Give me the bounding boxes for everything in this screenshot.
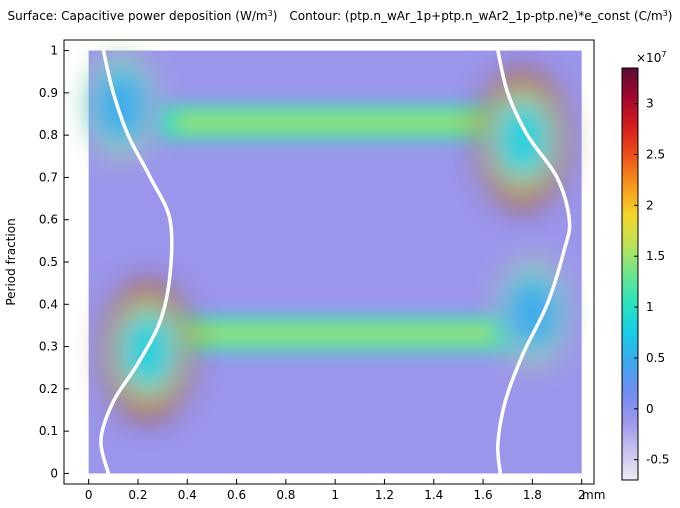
y-tick-label: 0.1 [39,424,58,438]
x-tick-label: 1 [331,488,339,502]
contour-title-suffix: ) [668,9,673,23]
colorbar-ticks: -0.5 0 0.5 1 1.5 2 2.5 3 [634,97,669,467]
x-tick-label: 0.2 [128,488,147,502]
bulk-band-core-0 [174,325,496,343]
contour-1 [495,48,572,476]
y-tick-label: 0.5 [39,255,58,269]
surface-plot [86,50,582,474]
x-axis: 0 0.2 0.4 0.6 0.8 1 1.2 1.4 1.6 1.8 2 [85,479,586,502]
bulk-band-core-1 [174,114,496,131]
colorbar-tick-label: 0 [646,402,654,416]
colorbar-multiplier-exponent: 7 [661,50,666,59]
surface-title-suffix: ) [273,9,278,23]
contour-title: Contour: (ptp.n_wAr_1p+ptp.n_wAr2_1p-ptp… [289,9,662,23]
plot-area: 0 0.2 0.4 0.6 0.8 1 1.2 1.4 1.6 1.8 2 0 0.1 0.2 0.3 0.… [4,39,605,502]
x-tick-label: 1.4 [424,488,443,502]
y-tick-label: 0.6 [39,213,58,227]
y-tick-label: 1 [50,44,58,58]
colorbar-tick-label: 1.5 [646,249,665,263]
contour-0 [99,48,174,476]
colorbar-tick-label: -0.5 [646,453,669,467]
y-tick-label: 0.8 [39,128,58,142]
y-tick-label: 0.7 [39,170,58,184]
x-tick-label: 2 [578,488,586,502]
x-tick-label: 0 [85,488,93,502]
contour-title-exponent: 3 [663,9,668,18]
colorbar-gradient [621,67,639,481]
contour-lines [99,48,572,476]
surface-title-exponent: 3 [268,9,273,18]
colorbar-multiplier-base: ×10 [636,51,661,65]
y-tick-label: 0.4 [39,297,58,311]
hotspot-0 [103,282,192,420]
x-tick-label: 0.6 [227,488,246,502]
hotspot-1 [478,70,567,208]
colorbar-multiplier: ×107 [636,50,666,65]
x-tick-label: 0.8 [276,488,295,502]
y-tick-label: 0 [50,466,58,480]
colorbar-tick-label: 1 [646,300,654,314]
y-axis-label: Period fraction [4,218,18,305]
surface-title: Surface: Capacitive power deposition (W/… [8,9,268,23]
y-axis: 0 0.1 0.2 0.3 0.4 0.5 0.6 0.7 0.8 0.9 1 [39,44,69,480]
colorbar-tick-label: 2 [646,198,654,212]
x-tick-label: 1.2 [375,488,394,502]
x-axis-unit: mm [582,488,605,502]
y-tick-label: 0.3 [39,340,58,354]
hotspot-3 [498,262,567,364]
x-tick-label: 0.4 [178,488,197,502]
y-tick-label: 0.2 [39,382,58,396]
colorbar: ×107 -0.5 0 0.5 1 1.5 2 2.5 3 [621,50,669,481]
colorbar-tick-label: 0.5 [646,351,665,365]
colorbar-tick-label: 2.5 [646,147,665,161]
hotspot-2 [86,54,155,157]
x-tick-label: 1.6 [474,488,493,502]
chart-title: Surface: Capacitive power deposition (W/… [8,9,673,23]
y-tick-label: 0.9 [39,86,58,100]
colorbar-tick-label: 3 [646,97,654,111]
x-tick-label: 1.8 [523,488,542,502]
